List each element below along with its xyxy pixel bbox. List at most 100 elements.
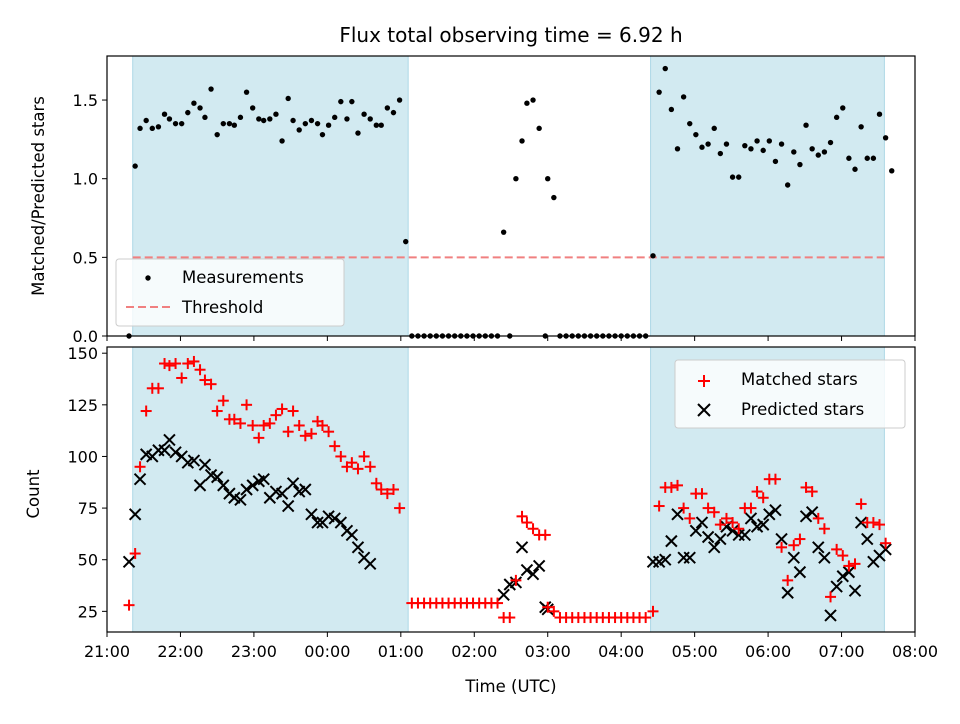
measurement-point xyxy=(778,141,785,147)
measurement-point xyxy=(674,146,681,152)
matched-star-point xyxy=(794,533,806,545)
predicted-star-point xyxy=(515,541,529,554)
predicted-star-point xyxy=(793,565,807,579)
matched-star-point xyxy=(527,523,539,535)
measurement-point xyxy=(680,94,687,100)
matched-star-point xyxy=(247,419,259,431)
measurement-point xyxy=(500,229,507,235)
measurement-point xyxy=(285,95,291,102)
matched-star-point xyxy=(849,558,861,570)
predicted-star-point xyxy=(240,483,253,496)
predicted-star-point xyxy=(532,559,546,573)
predicted-star-point xyxy=(726,524,739,538)
measurement-point xyxy=(367,116,373,122)
predicted-star-point xyxy=(210,470,224,484)
count-y-tick-label: 50 xyxy=(78,551,98,570)
predicted-star-point xyxy=(311,516,324,529)
predicted-star-point xyxy=(879,543,892,556)
predicted-star-point xyxy=(234,493,247,507)
matched-star-point xyxy=(843,560,855,572)
legend-threshold-label: Threshold xyxy=(181,298,263,317)
matched-star-point xyxy=(665,481,677,493)
predicted-star-point xyxy=(812,541,825,554)
measurement-point xyxy=(687,120,693,127)
predicted-star-point xyxy=(848,584,862,597)
shaded-interval-2 xyxy=(650,55,885,337)
predicted-star-point xyxy=(775,532,788,546)
measurement-point xyxy=(784,182,791,188)
ratio-axis-ticks: 0.0 0.5 1.0 1.5 xyxy=(73,91,916,346)
matched-star-point xyxy=(873,519,885,531)
matched-star-point xyxy=(855,498,867,510)
x-tick-label: 23:00 xyxy=(231,642,277,661)
measurement-point xyxy=(355,130,361,136)
predicted-star-point xyxy=(689,524,703,538)
predicted-star-point xyxy=(787,551,801,564)
x-tick-label: 06:00 xyxy=(745,642,791,661)
predicted-star-point xyxy=(299,483,312,496)
ratio-legend-box xyxy=(115,258,345,327)
predicted-star-point xyxy=(714,532,727,546)
predicted-star-point xyxy=(683,551,696,564)
x-tick-label: 01:00 xyxy=(378,642,424,661)
matched-star-point xyxy=(163,360,175,372)
count-axis-ticks: 21:00 22:00 23:00 00:00 01:00 02:00 03:00 04:00… xyxy=(67,344,938,661)
measurement-point xyxy=(172,120,179,127)
predicted-star-point xyxy=(659,553,672,566)
measurement-point xyxy=(729,174,736,180)
matched-star-point xyxy=(316,419,328,431)
matched-star-point xyxy=(837,550,849,562)
predicted-star-point xyxy=(364,557,377,571)
measurement-point xyxy=(267,116,273,122)
count-legend-box xyxy=(674,359,906,429)
measurement-point xyxy=(166,116,173,122)
ratio-legend: Measurements Threshold xyxy=(115,258,345,327)
x-tick-label: 03:00 xyxy=(525,642,571,661)
legend-matched-label: Matched stars xyxy=(741,370,858,389)
matched-star-point xyxy=(194,364,206,376)
predicted-star-point xyxy=(805,506,819,519)
measurement-point xyxy=(256,116,262,122)
measurement-point xyxy=(650,253,656,259)
predicted-star-point xyxy=(818,551,831,564)
predicted-star-point xyxy=(497,588,510,602)
count-y-axis-label: Count xyxy=(24,469,43,519)
matched-star-point xyxy=(831,543,843,555)
measurement-point xyxy=(551,194,557,201)
ratio-y-tick-label: 0.0 xyxy=(73,327,98,346)
predicted-star-point xyxy=(187,454,201,467)
measurement-point xyxy=(846,155,852,161)
measurement-point xyxy=(889,168,895,174)
matched-star-point xyxy=(788,539,800,551)
ratio-y-tick-label: 0.5 xyxy=(73,248,98,267)
matched-star-point xyxy=(776,541,788,553)
measurement-point xyxy=(231,122,238,128)
predicted-star-point xyxy=(163,433,176,447)
matched-star-point xyxy=(708,506,720,518)
ratio-panel: 0.0 0.5 1.0 1.5 Flux total observing time =… xyxy=(29,23,916,346)
x-tick-label: 21:00 xyxy=(84,642,130,661)
measurement-point xyxy=(772,158,779,165)
measurement-point xyxy=(705,141,711,147)
ratio-y-tick-label: 1.0 xyxy=(73,170,98,189)
matched-star-point xyxy=(757,492,769,504)
matched-star-point xyxy=(211,405,223,417)
matched-star-point xyxy=(241,399,253,411)
measurement-point xyxy=(143,117,149,124)
measurement-point xyxy=(791,149,797,155)
measurement-point xyxy=(736,174,742,180)
predicted-star-point xyxy=(665,534,678,548)
measurement-point xyxy=(524,100,530,106)
measurement-point xyxy=(137,125,143,132)
matched-star-point xyxy=(370,477,382,489)
matched-star-point xyxy=(234,417,246,429)
measurement-points xyxy=(126,65,895,339)
matched-star-point xyxy=(542,601,554,613)
predicted-star-point xyxy=(756,518,770,531)
measurement-point xyxy=(693,131,699,138)
measurement-point xyxy=(378,122,384,128)
count-y-tick-label: 25 xyxy=(78,602,98,621)
matched-star-point xyxy=(228,413,240,425)
legend-matched-marker xyxy=(698,375,710,387)
